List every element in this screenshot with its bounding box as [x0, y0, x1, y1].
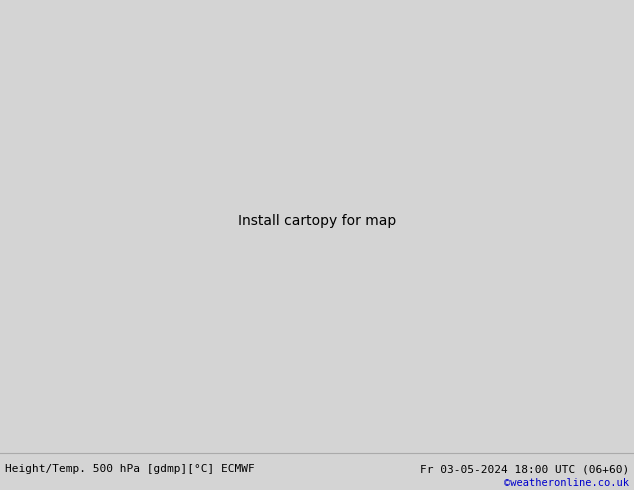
- Text: ©weatheronline.co.uk: ©weatheronline.co.uk: [504, 478, 629, 488]
- Text: Height/Temp. 500 hPa [gdmp][°C] ECMWF: Height/Temp. 500 hPa [gdmp][°C] ECMWF: [5, 464, 255, 474]
- Text: Fr 03-05-2024 18:00 UTC (06+60): Fr 03-05-2024 18:00 UTC (06+60): [420, 464, 629, 474]
- Text: Install cartopy for map: Install cartopy for map: [238, 214, 396, 228]
